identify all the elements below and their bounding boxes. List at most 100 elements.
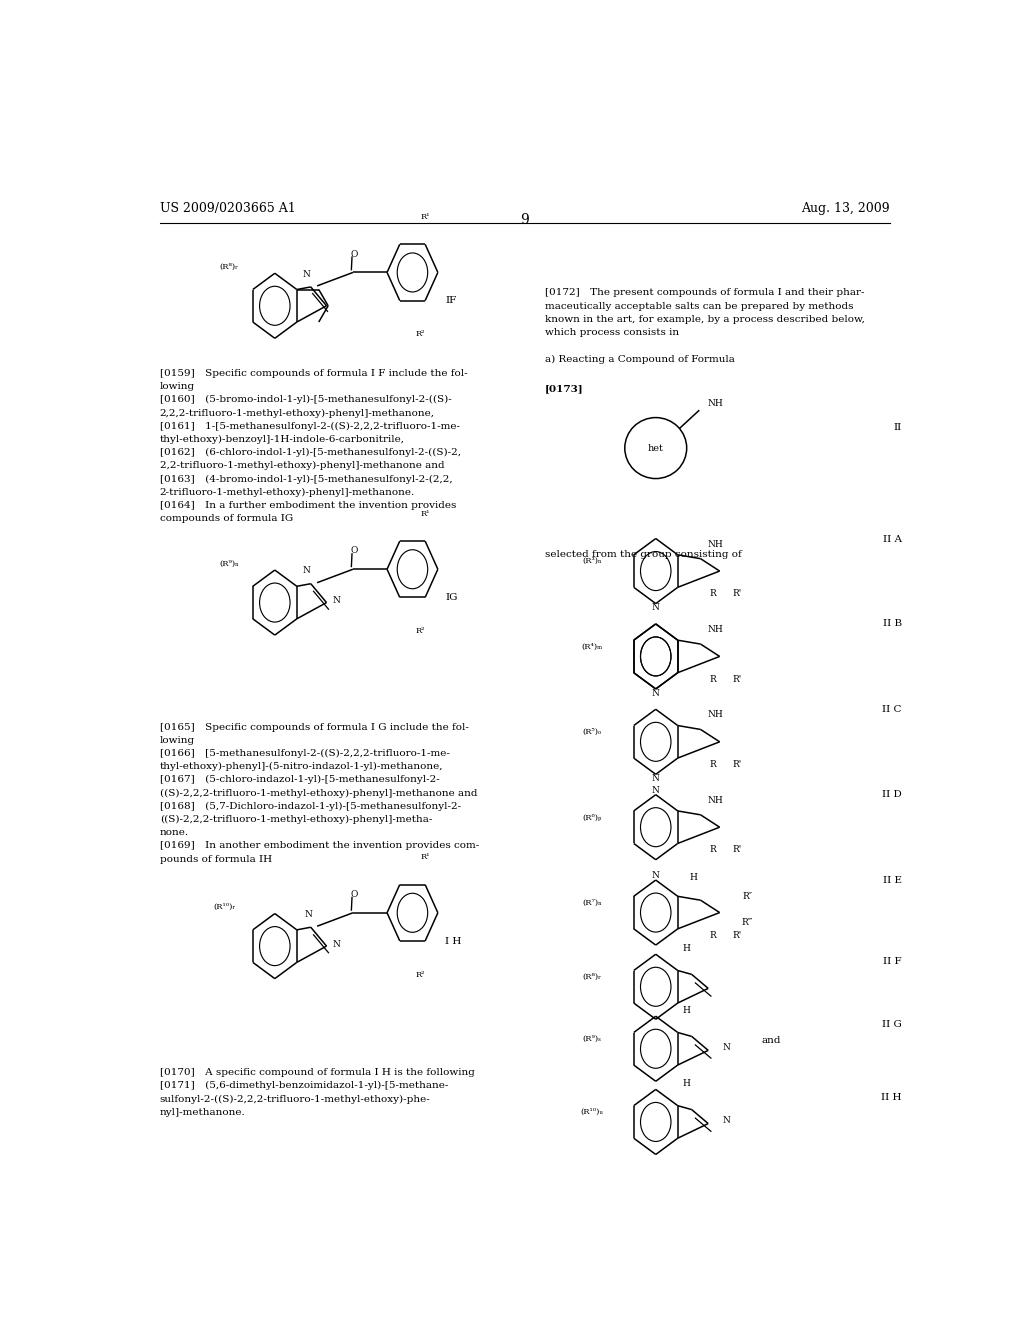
Text: which process consists in: which process consists in [545,329,679,337]
Text: H: H [683,944,690,953]
Text: R': R' [733,589,742,598]
Text: H: H [683,1078,690,1088]
Text: [0163] (4-bromo-indol-1-yl)-[5-methanesulfonyl-2-(2,2,: [0163] (4-bromo-indol-1-yl)-[5-methanesu… [160,474,453,483]
Text: O: O [351,546,358,556]
Text: nyl]-methanone.: nyl]-methanone. [160,1107,246,1117]
Text: ((S)-2,2,2-trifluoro-1-methyl-ethoxy)-phenyl]-metha-: ((S)-2,2,2-trifluoro-1-methyl-ethoxy)-ph… [160,814,432,824]
Text: R¹: R¹ [421,213,430,222]
Text: N: N [652,689,659,697]
Text: 2,2-trifluoro-1-methyl-ethoxy)-phenyl]-methanone and: 2,2-trifluoro-1-methyl-ethoxy)-phenyl]-m… [160,461,444,470]
Text: N: N [652,871,659,880]
Text: N: N [722,1043,730,1052]
Text: pounds of formula IH: pounds of formula IH [160,854,271,863]
Text: lowing: lowing [160,735,195,744]
Text: [0173]: [0173] [545,384,584,393]
Text: N: N [652,603,659,612]
Text: II G: II G [882,1020,902,1028]
Text: II F: II F [883,957,902,966]
Text: lowing: lowing [160,381,195,391]
Text: [0162] (6-chloro-indol-1-yl)-[5-methanesulfonyl-2-((S)-2,: [0162] (6-chloro-indol-1-yl)-[5-methanes… [160,447,461,457]
Text: N: N [652,774,659,783]
Text: 9: 9 [520,214,529,227]
Text: R¹: R¹ [421,854,430,862]
Text: N: N [303,271,310,280]
Text: NH: NH [708,624,724,634]
Text: II H: II H [882,1093,902,1102]
Text: II B: II B [883,619,902,628]
Text: maceutically acceptable salts can be prepared by methods: maceutically acceptable salts can be pre… [545,302,853,310]
Text: selected from the group consisting of: selected from the group consisting of [545,549,741,558]
Text: and: and [762,1036,781,1045]
Text: [0168] (5,7-Dichloro-indazol-1-yl)-[5-methanesulfonyl-2-: [0168] (5,7-Dichloro-indazol-1-yl)-[5-me… [160,801,461,810]
Text: (R¹⁰)ᵣ: (R¹⁰)ᵣ [213,903,236,911]
Text: [0170] A specific compound of formula I H is the following: [0170] A specific compound of formula I … [160,1068,474,1077]
Text: [0169] In another embodiment the invention provides com-: [0169] In another embodiment the inventi… [160,841,479,850]
Text: NH: NH [708,540,724,549]
Text: H: H [683,1006,690,1015]
Text: R²: R² [416,627,425,635]
Text: (R⁶)ₚ: (R⁶)ₚ [583,813,602,821]
Text: NH: NH [708,710,724,719]
Text: (R³)ₙ: (R³)ₙ [583,557,602,565]
Text: (R⁸)ᵣ: (R⁸)ᵣ [583,973,602,981]
Text: I H: I H [445,936,462,945]
Text: sulfonyl-2-((S)-2,2,2-trifluoro-1-methyl-ethoxy)-phe-: sulfonyl-2-((S)-2,2,2-trifluoro-1-methyl… [160,1094,430,1104]
Text: II: II [894,424,902,432]
Text: [0161] 1-[5-methanesulfonyl-2-((S)-2,2,2-trifluoro-1-me-: [0161] 1-[5-methanesulfonyl-2-((S)-2,2,2… [160,421,460,430]
Text: IF: IF [445,296,457,305]
Text: (R⁹)ₛ: (R⁹)ₛ [583,1035,602,1043]
Text: [0159] Specific compounds of formula I F include the fol-: [0159] Specific compounds of formula I F… [160,368,467,378]
Text: R: R [710,845,717,854]
Text: O: O [351,249,358,259]
Text: H: H [689,873,697,882]
Text: 2,2,2-trifluoro-1-methyl-ethoxy)-phenyl]-methanone,: 2,2,2-trifluoro-1-methyl-ethoxy)-phenyl]… [160,408,435,417]
Text: N: N [652,787,659,795]
Text: (R⁴)ₘ: (R⁴)ₘ [582,643,603,651]
Text: (R⁷)ₙ: (R⁷)ₙ [583,899,602,907]
Text: R¹: R¹ [421,510,430,517]
Text: (R⁸)ᵣ: (R⁸)ᵣ [219,263,239,271]
Text: (R¹⁰)ᵤ: (R¹⁰)ᵤ [581,1109,604,1117]
Text: NH: NH [708,796,724,805]
Text: II E: II E [883,875,902,884]
Text: R: R [710,760,717,770]
Text: N: N [332,597,340,605]
Text: [0166] [5-methanesulfonyl-2-((S)-2,2,2-trifluoro-1-me-: [0166] [5-methanesulfonyl-2-((S)-2,2,2-t… [160,748,450,758]
Text: none.: none. [160,828,188,837]
Text: O: O [351,890,358,899]
Text: [0164] In a further embodiment the invention provides: [0164] In a further embodiment the inven… [160,500,456,510]
Text: N: N [722,1115,730,1125]
Text: [0167] (5-chloro-indazol-1-yl)-[5-methanesulfonyl-2-: [0167] (5-chloro-indazol-1-yl)-[5-methan… [160,775,439,784]
Text: het: het [648,444,664,453]
Text: Aug. 13, 2009: Aug. 13, 2009 [801,202,890,215]
Text: N: N [304,909,312,919]
Text: II D: II D [882,791,902,799]
Text: [0172] The present compounds of formula I and their phar-: [0172] The present compounds of formula … [545,289,864,297]
Text: R': R' [733,675,742,684]
Text: R: R [710,675,717,684]
Text: N: N [332,940,340,949]
Text: N: N [303,566,310,576]
Text: R²: R² [416,330,425,338]
Text: R″: R″ [742,892,753,900]
Text: (R⁵)ₒ: (R⁵)ₒ [583,729,602,737]
Text: [0165] Specific compounds of formula I G include the fol-: [0165] Specific compounds of formula I G… [160,722,469,731]
Text: R': R' [733,845,742,854]
Text: ((S)-2,2,2-trifluoro-1-methyl-ethoxy)-phenyl]-methanone and: ((S)-2,2,2-trifluoro-1-methyl-ethoxy)-ph… [160,788,477,797]
Text: compounds of formula IG: compounds of formula IG [160,515,293,523]
Text: [0160] (5-bromo-indol-1-yl)-[5-methanesulfonyl-2-((S)-: [0160] (5-bromo-indol-1-yl)-[5-methanesu… [160,395,452,404]
Text: R²: R² [416,970,425,978]
Text: R': R' [733,931,742,940]
Text: thyl-ethoxy)-benzoyl]-1H-indole-6-carbonitrile,: thyl-ethoxy)-benzoyl]-1H-indole-6-carbon… [160,434,404,444]
Text: R‴: R‴ [741,917,754,927]
Text: NH: NH [708,399,723,408]
Text: thyl-ethoxy)-phenyl]-(5-nitro-indazol-1-yl)-methanone,: thyl-ethoxy)-phenyl]-(5-nitro-indazol-1-… [160,762,443,771]
Text: R: R [710,931,717,940]
Text: 2-trifluoro-1-methyl-ethoxy)-phenyl]-methanone.: 2-trifluoro-1-methyl-ethoxy)-phenyl]-met… [160,487,415,496]
Text: IG: IG [445,593,458,602]
Text: known in the art, for example, by a process described below,: known in the art, for example, by a proc… [545,315,864,323]
Text: R: R [710,589,717,598]
Text: II C: II C [883,705,902,714]
Text: R': R' [733,760,742,770]
Text: (R⁹)ₙ: (R⁹)ₙ [219,560,239,568]
